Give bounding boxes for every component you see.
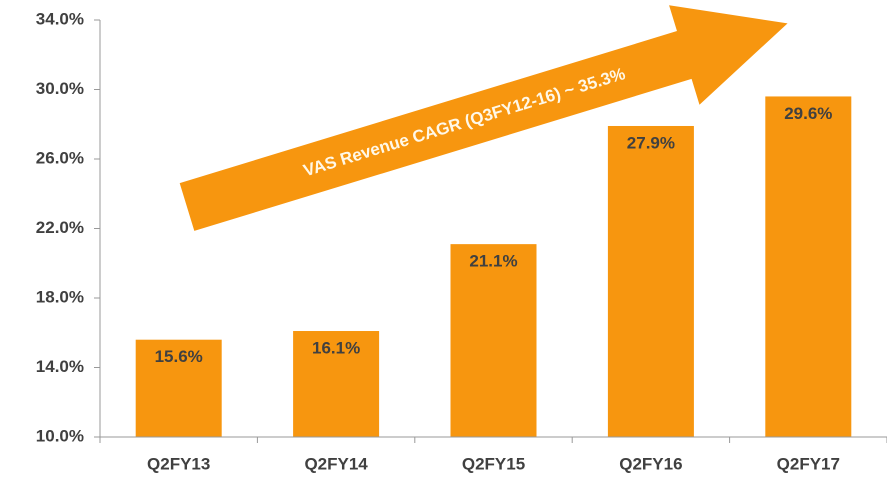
- y-tick-label: 34.0%: [36, 9, 84, 28]
- y-tick-label: 18.0%: [36, 287, 84, 306]
- y-tick-label: 22.0%: [36, 218, 84, 237]
- value-label: 29.6%: [784, 104, 832, 123]
- value-label: 16.1%: [312, 338, 360, 357]
- arrow-shape: [179, 5, 788, 231]
- bar: [135, 339, 222, 437]
- x-tick-label: Q2FY16: [619, 454, 682, 473]
- value-label: 15.6%: [155, 347, 203, 366]
- x-tick-label: Q2FY17: [777, 454, 840, 473]
- y-tick-label: 30.0%: [36, 79, 84, 98]
- bar: [607, 125, 694, 438]
- x-tick-label: Q2FY14: [304, 454, 368, 473]
- x-tick-label: Q2FY13: [147, 454, 210, 473]
- bar: [450, 244, 537, 437]
- y-tick-label: 26.0%: [36, 148, 84, 167]
- bar: [765, 96, 852, 437]
- cagr-arrow: VAS Revenue CAGR (Q3FY12-16) ~ 35.3%: [179, 5, 788, 231]
- bar: [293, 331, 380, 437]
- x-tick-label: Q2FY15: [462, 454, 525, 473]
- y-tick-label: 14.0%: [36, 357, 84, 376]
- value-label: 21.1%: [469, 252, 517, 271]
- value-label: 27.9%: [627, 133, 675, 152]
- annotation: VAS Revenue CAGR (Q3FY12-16) ~ 35.3%: [301, 64, 627, 180]
- y-tick-label: 10.0%: [36, 426, 84, 445]
